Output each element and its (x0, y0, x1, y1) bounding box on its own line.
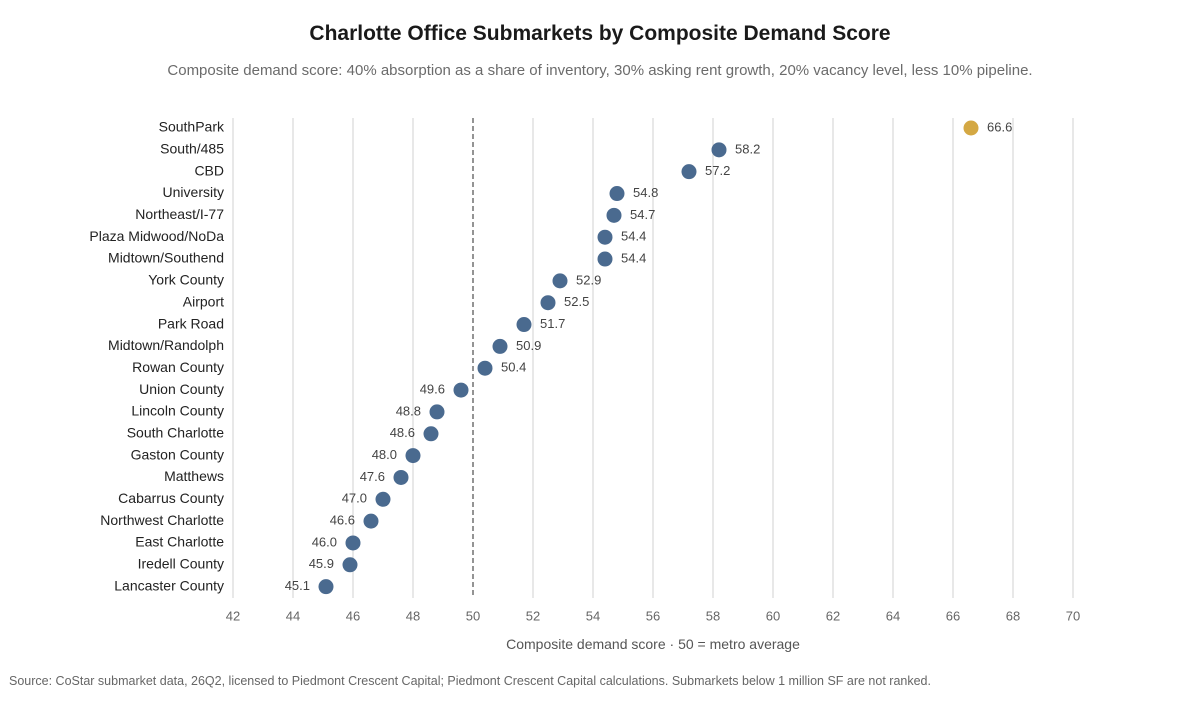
category-label: South Charlotte (127, 424, 224, 440)
data-point (609, 186, 625, 202)
category-label: University (163, 184, 224, 200)
chart-title: Charlotte Office Submarkets by Composite… (309, 22, 891, 45)
data-point (552, 273, 568, 289)
category-label: Gaston County (131, 446, 224, 462)
data-point (681, 164, 697, 180)
value-label: 47.0 (342, 491, 367, 506)
value-label: 54.8 (633, 185, 658, 200)
x-tick-label: 50 (466, 608, 480, 623)
value-label: 54.7 (630, 207, 655, 222)
category-label: Union County (139, 381, 224, 397)
data-point (711, 142, 727, 158)
data-point (423, 426, 439, 442)
x-tick-label: 54 (586, 608, 600, 623)
source-note: Source: CoStar submarket data, 26Q2, lic… (9, 674, 931, 688)
x-tick-label: 42 (226, 608, 240, 623)
data-point (375, 491, 391, 507)
category-label: Iredell County (138, 556, 224, 572)
data-point (477, 360, 493, 376)
category-label: Airport (183, 293, 224, 309)
category-label: Matthews (164, 468, 224, 484)
x-tick-label: 44 (286, 608, 300, 623)
data-point (492, 338, 508, 354)
category-label: Cabarrus County (118, 490, 224, 506)
value-label: 50.9 (516, 338, 541, 353)
x-tick-label: 46 (346, 608, 360, 623)
x-tick-label: 62 (826, 608, 840, 623)
value-labels: 66.6 58.2 57.2 54.8 54.7 54.4 54.4 52.9 52.5 51.7… (285, 119, 1013, 593)
value-label: 52.9 (576, 272, 601, 287)
value-label: 66.6 (987, 119, 1012, 134)
x-tick-label: 58 (706, 608, 720, 623)
x-tick-label: 52 (526, 608, 540, 623)
value-label: 46.6 (330, 513, 355, 528)
category-label: Midtown/Southend (108, 250, 224, 266)
data-point (516, 317, 532, 333)
category-label: Lincoln County (131, 403, 224, 419)
value-label: 45.9 (309, 556, 334, 571)
value-label: 48.6 (390, 425, 415, 440)
value-label: 54.4 (621, 229, 646, 244)
highlight-data-point (963, 120, 979, 136)
category-label: Midtown/Randolph (108, 337, 224, 353)
data-point (363, 513, 379, 529)
data-point (597, 251, 613, 267)
data-point (342, 557, 358, 573)
value-label: 54.4 (621, 250, 646, 265)
category-label: Northeast/I-77 (135, 206, 224, 222)
category-label: Park Road (158, 315, 224, 331)
value-label: 51.7 (540, 316, 565, 331)
value-label: 58.2 (735, 141, 760, 156)
category-label: East Charlotte (135, 534, 224, 550)
x-tick-label: 70 (1066, 608, 1080, 623)
data-point (393, 469, 409, 485)
data-point (345, 535, 361, 551)
x-tick-label: 66 (946, 608, 960, 623)
value-label: 57.2 (705, 163, 730, 178)
data-point (318, 579, 334, 595)
x-tick-label: 48 (406, 608, 420, 623)
value-label: 47.6 (360, 469, 385, 484)
x-tick-label: 56 (646, 608, 660, 623)
category-label: Lancaster County (114, 577, 224, 593)
x-axis-title: Composite demand score · 50 = metro aver… (506, 636, 800, 652)
data-point (453, 382, 469, 398)
category-label: SouthPark (159, 119, 225, 135)
value-label: 50.4 (501, 360, 526, 375)
data-point (405, 448, 421, 464)
category-label: York County (148, 272, 224, 288)
value-label: 45.1 (285, 578, 310, 593)
category-label: Plaza Midwood/NoDa (89, 228, 224, 244)
data-point (429, 404, 445, 420)
x-tick-labels: 42 44 46 48 50 52 54 56 58 60 62 64 66 68 70 (226, 608, 1080, 623)
data-points (318, 120, 979, 595)
category-label: Northwest Charlotte (100, 512, 224, 528)
gridlines (232, 118, 1074, 598)
x-tick-label: 64 (886, 608, 900, 623)
x-tick-label: 68 (1006, 608, 1020, 623)
chart-subtitle: Composite demand score: 40% absorption a… (167, 62, 1033, 79)
value-label: 52.5 (564, 294, 589, 309)
data-point (606, 207, 622, 223)
category-labels: SouthPark South/485 CBD University Northeast… (89, 119, 225, 594)
value-label: 46.0 (312, 534, 337, 549)
category-label: South/485 (160, 141, 224, 157)
category-label: Rowan County (132, 359, 224, 375)
value-label: 48.8 (396, 403, 421, 418)
value-label: 48.0 (372, 447, 397, 462)
value-label: 49.6 (420, 382, 445, 397)
category-label: CBD (194, 162, 224, 178)
data-point (540, 295, 556, 311)
x-tick-label: 60 (766, 608, 780, 623)
data-point (597, 229, 613, 245)
